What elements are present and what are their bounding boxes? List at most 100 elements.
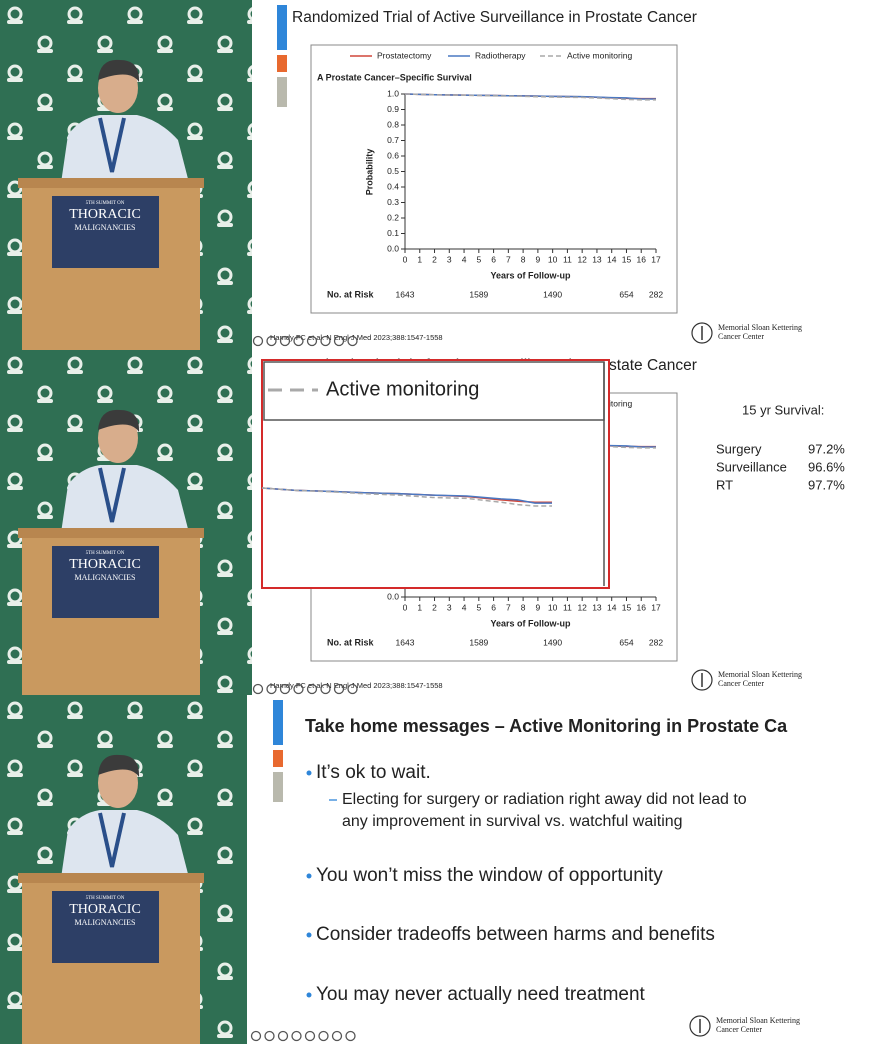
bullet-dot [306,932,312,938]
podium-sign [52,196,159,268]
bullet-text: You may never actually need treatment [316,984,646,1005]
toolbar-button[interactable] [333,335,345,347]
y-tick-label: 0.1 [387,228,399,238]
logo-text: Cancer Center [716,1025,762,1034]
summary-value: 97.2% [808,441,845,456]
y-tick-label: 0.5 [387,166,399,176]
toolbar-button[interactable] [264,1030,275,1042]
x-tick-label: 10 [548,602,558,612]
legend-label: Prostatectomy [377,50,432,60]
logo-text: Memorial Sloan Kettering [716,1016,800,1025]
survival-line [261,487,552,507]
x-tick-label: 17 [651,254,661,264]
sub-bullet-text: any improvement in survival vs. watchful… [342,813,683,830]
toolbar-button[interactable] [266,335,277,347]
toolbar-button[interactable] [279,335,291,347]
x-tick-label: 16 [637,602,647,612]
x-tick-label: 7 [506,254,511,264]
y-tick-label: 0.9 [387,104,399,114]
accent-bar [277,55,287,72]
podium-sign [52,891,159,963]
toolbar-button[interactable] [306,683,318,695]
y-tick-label: 0.7 [387,135,399,145]
x-tick-label: 5 [476,254,481,264]
risk-label: No. at Risk [327,289,375,299]
toolbar-button[interactable] [293,683,304,695]
x-tick-label: 13 [592,602,602,612]
x-tick-label: 11 [563,602,572,612]
x-tick-label: 9 [536,602,541,612]
chart-title: A Prostate Cancer–Specific Survival [317,72,472,82]
y-tick-label: 0.3 [387,197,399,207]
citation: Hamdy FC et al. N Engl J Med 2023;388:15… [270,333,443,342]
podium-sign [52,546,159,618]
summary-label: Surgery [716,441,762,456]
toolbar-button[interactable] [320,335,331,347]
x-tick-label: 2 [432,602,437,612]
x-tick-label: 3 [447,254,452,264]
summary-value: 97.7% [808,477,845,492]
toolbar-button[interactable] [252,335,264,347]
toolbar-button[interactable] [266,683,277,695]
y-tick-label: 0.2 [387,212,399,222]
x-tick-label: 15 [622,602,632,612]
y-tick-label: 1.0 [387,88,399,98]
podium-top [18,178,204,188]
x-tick-label: 0 [403,254,408,264]
risk-value: 282 [649,289,663,299]
slide-background [247,695,871,1044]
toolbar-button[interactable] [277,1030,289,1042]
x-tick-label: 14 [607,602,617,612]
toolbar-button[interactable] [306,335,318,347]
logo-text: Memorial Sloan Kettering [718,670,802,679]
x-tick-label: 9 [536,254,541,264]
x-tick-label: 14 [607,254,617,264]
podium-text: 5TH SUMMIT ON [86,551,125,556]
speaker-hair [98,409,140,432]
survival-line [404,93,656,101]
toolbar-button[interactable] [347,683,358,695]
toolbar-button[interactable] [291,1030,302,1042]
toolbar-button[interactable] [320,683,331,695]
podium-text: 5TH SUMMIT ON [86,896,125,901]
x-tick-label: 0 [403,602,408,612]
podium-text: THORACIC [69,902,141,917]
bullet-dot [306,770,312,776]
toolbar-button[interactable] [345,1030,356,1042]
toolbar-button[interactable] [333,683,345,695]
x-tick-label: 12 [577,602,587,612]
toolbar-button[interactable] [331,1030,343,1042]
summary-value: 96.6% [808,459,845,474]
risk-value: 654 [619,637,633,647]
toolbar-button[interactable] [318,1030,329,1042]
toolbar-button[interactable] [293,335,304,347]
risk-value: 282 [649,637,663,647]
logo-mark [689,1015,711,1037]
toolbar-button[interactable] [250,1030,262,1042]
risk-value: 1490 [543,289,562,299]
toolbar-button[interactable] [304,1030,316,1042]
bullet-text: It’s ok to wait. [316,762,431,783]
risk-value: 1490 [543,637,562,647]
toolbar-button[interactable] [252,683,264,695]
x-tick-label: 11 [563,254,572,264]
logo-mark [691,322,713,344]
legend-label: Radiotherapy [475,50,526,60]
x-axis-label: Years of Follow-up [490,270,571,280]
risk-value: 1643 [396,289,415,299]
toolbar-button[interactable] [347,335,358,347]
x-tick-label: 7 [506,602,511,612]
y-tick-label: 0.6 [387,150,399,160]
podium-text: MALIGNANCIES [75,573,136,582]
accent-bar [273,772,283,802]
toolbar-button[interactable] [279,683,291,695]
legend-label: Active monitoring [326,378,479,400]
y-axis-label: Probability [364,149,374,196]
slide-background [252,0,871,350]
x-tick-label: 13 [592,254,602,264]
y-tick-label: 0.0 [387,243,399,253]
logo-text: Cancer Center [718,332,764,341]
